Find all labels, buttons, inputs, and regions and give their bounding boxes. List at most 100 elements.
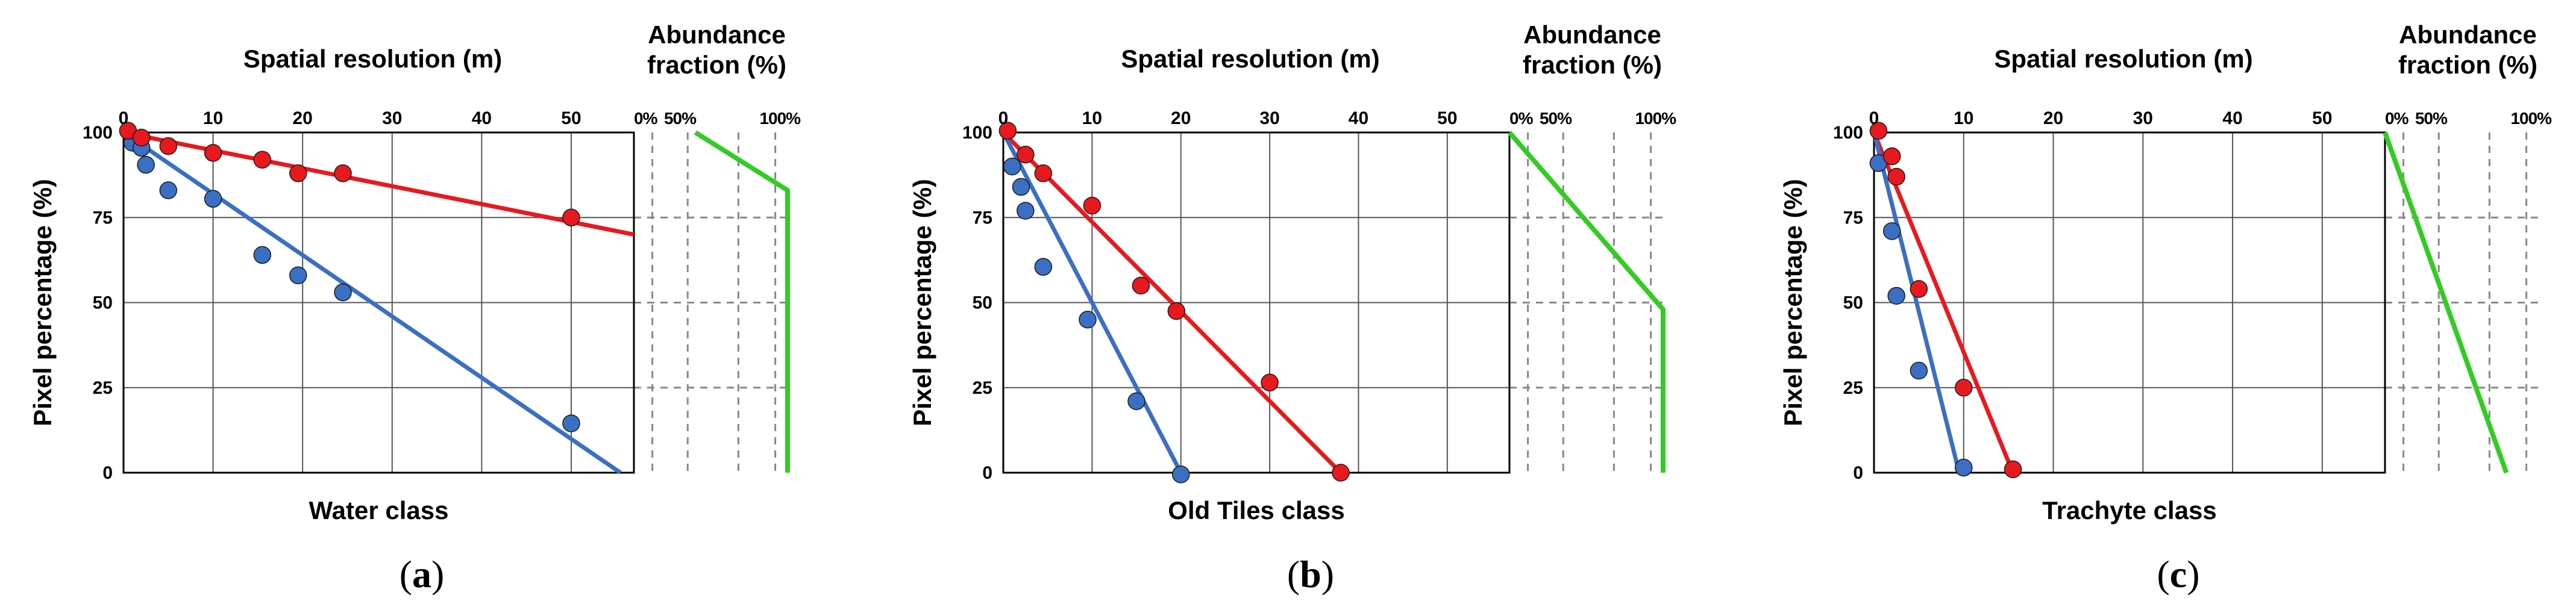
caption-paren: ) bbox=[431, 553, 444, 596]
panel-caption: (a) bbox=[400, 553, 445, 596]
caption-paren: ( bbox=[400, 553, 412, 596]
panel-caption: (b) bbox=[1287, 553, 1334, 596]
data-point-series-1 bbox=[1034, 164, 1053, 182]
data-point-series-2 bbox=[1079, 311, 1097, 329]
x-tick-label: 30 bbox=[1259, 108, 1279, 128]
data-point-series-2 bbox=[204, 190, 222, 208]
y-tick-label: 0 bbox=[982, 463, 992, 483]
abundance-tick-label: 0% bbox=[634, 109, 658, 128]
fit-line-series-2 bbox=[1003, 131, 1183, 474]
data-point-series-1 bbox=[204, 144, 222, 162]
y-tick-label: 100 bbox=[1833, 123, 1863, 143]
data-point-series-1 bbox=[132, 128, 151, 147]
x-tick-label: 50 bbox=[561, 108, 581, 128]
caption-letter: b bbox=[1300, 553, 1321, 596]
x-tick-label: 0 bbox=[998, 108, 1009, 128]
y-tick-label: 25 bbox=[973, 378, 992, 398]
data-point-series-1 bbox=[253, 151, 272, 169]
data-point-series-2 bbox=[159, 181, 178, 199]
x-tick-label: 10 bbox=[1082, 108, 1102, 128]
data-point-series-2 bbox=[1171, 465, 1190, 484]
abundance-tick-label: 50% bbox=[2415, 109, 2448, 128]
x-tick-label: 30 bbox=[382, 108, 402, 128]
caption-letter: c bbox=[2170, 553, 2187, 596]
data-point-series-1 bbox=[1261, 373, 1279, 392]
fit-line-series-1 bbox=[1874, 131, 2015, 474]
data-point-series-2 bbox=[334, 283, 352, 302]
data-point-series-2 bbox=[1127, 392, 1145, 411]
data-point-series-2 bbox=[253, 246, 272, 264]
y-tick-label: 25 bbox=[93, 378, 113, 398]
x-axis-title: Spatial resolution (m) bbox=[243, 45, 502, 73]
x-tick-label: 20 bbox=[293, 108, 313, 128]
panel-b: 0 10 20 30 40 50 0 25 50 75 100 0% 50% 100% Spatial re… bbox=[908, 20, 1677, 596]
caption-paren: ( bbox=[1287, 553, 1300, 596]
data-point-series-1 bbox=[562, 208, 580, 226]
caption-paren: ) bbox=[2187, 553, 2199, 596]
panel-a: 0 10 20 30 40 50 0 25 50 75 100 0% 50% 100% Spatial re… bbox=[28, 20, 801, 596]
x-tick-label: 50 bbox=[2312, 108, 2332, 128]
panel-caption: (c) bbox=[2157, 553, 2199, 596]
data-point-series-1 bbox=[1955, 379, 1973, 397]
x-tick-label: 20 bbox=[2043, 108, 2063, 128]
y-axis-title: Pixel percentage (%) bbox=[28, 179, 57, 426]
x-tick-label: 0 bbox=[1869, 108, 1879, 128]
abundance-title-line1: Abundance bbox=[1523, 20, 1661, 49]
panel-c: 0 10 20 30 40 50 0 25 50 75 100 0% 50% 100% Spatial re… bbox=[1779, 20, 2552, 596]
x-tick-label: 10 bbox=[203, 108, 223, 128]
data-point-series-1 bbox=[159, 137, 178, 155]
plot-frame bbox=[122, 131, 635, 474]
abundance-title-line1: Abundance bbox=[648, 20, 786, 49]
data-point-series-2 bbox=[1883, 222, 1901, 240]
abundance-tick-label: 100% bbox=[1635, 109, 1676, 128]
y-tick-label: 50 bbox=[973, 293, 992, 313]
x-tick-label: 10 bbox=[1954, 108, 1973, 128]
abundance-tick-label: 50% bbox=[664, 109, 697, 128]
data-point-series-1 bbox=[334, 164, 352, 182]
x-tick-label: 30 bbox=[2133, 108, 2153, 128]
fit-line-series-2 bbox=[124, 131, 622, 474]
abundance-tick-label: 50% bbox=[1540, 109, 1572, 128]
abundance-title-line1: Abundance bbox=[2399, 20, 2537, 49]
plot-frame bbox=[1002, 131, 1511, 474]
data-point-series-1 bbox=[1869, 122, 1888, 140]
data-point-series-1 bbox=[1083, 196, 1102, 215]
data-point-series-2 bbox=[137, 155, 155, 174]
y-tick-label: 75 bbox=[1843, 208, 1863, 228]
data-point-series-2 bbox=[1003, 157, 1021, 176]
caption-letter: a bbox=[412, 553, 431, 596]
y-tick-label: 25 bbox=[1843, 378, 1863, 398]
abundance-title-line2: fraction (%) bbox=[1523, 51, 1662, 79]
fit-line-series-2 bbox=[1874, 132, 1961, 473]
y-tick-label: 75 bbox=[93, 208, 113, 228]
data-point-series-1 bbox=[1017, 145, 1035, 164]
x-tick-label: 40 bbox=[2222, 108, 2242, 128]
data-point-series-1 bbox=[1910, 280, 1928, 298]
caption-paren: ( bbox=[2157, 553, 2169, 596]
y-axis-title: Pixel percentage (%) bbox=[1779, 179, 1807, 426]
fit-line-series-1 bbox=[1003, 131, 1343, 474]
data-point-series-2 bbox=[1910, 361, 1928, 380]
class-label: Old Tiles class bbox=[1168, 496, 1344, 524]
x-tick-label: 20 bbox=[1171, 108, 1191, 128]
data-point-series-2 bbox=[289, 266, 307, 285]
data-point-series-1 bbox=[1332, 464, 1350, 482]
abundance-tick-label: 100% bbox=[2510, 109, 2552, 128]
x-tick-label: 40 bbox=[1349, 108, 1368, 128]
x-axis-title: Spatial resolution (m) bbox=[1121, 45, 1379, 73]
y-tick-label: 100 bbox=[962, 123, 992, 143]
abundance-curve bbox=[1507, 131, 1666, 473]
data-point-series-1 bbox=[1887, 167, 1905, 186]
y-tick-label: 0 bbox=[1853, 463, 1863, 483]
x-axis-title: Spatial resolution (m) bbox=[1994, 45, 2252, 73]
class-label: Trachyte class bbox=[2042, 496, 2217, 524]
x-tick-label: 40 bbox=[472, 108, 492, 128]
data-point-series-1 bbox=[1132, 276, 1150, 294]
abundance-tick-label: 0% bbox=[2385, 109, 2409, 128]
abundance-tick-label: 100% bbox=[759, 109, 801, 128]
data-point-series-2 bbox=[1887, 287, 1905, 305]
data-point-series-1 bbox=[289, 164, 307, 182]
class-label: Water class bbox=[309, 496, 449, 524]
data-point-series-1 bbox=[2004, 460, 2022, 479]
plot-frame bbox=[1873, 131, 2386, 474]
